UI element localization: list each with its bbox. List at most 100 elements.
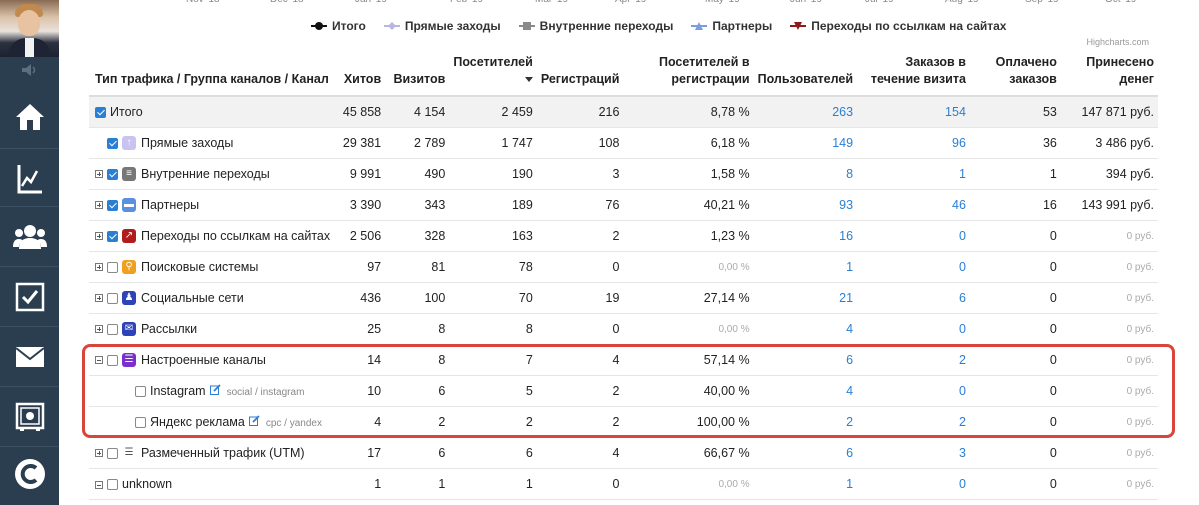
brand-logo-icon — [14, 459, 45, 489]
avatar[interactable] — [0, 0, 59, 57]
cell-revenue: 0 руб. — [1060, 220, 1158, 252]
legend-item[interactable]: Партнеры — [691, 19, 772, 33]
mail-icon: ✉ — [122, 322, 136, 337]
col-header-channel[interactable]: Тип трафика / Группа каналов / Канал — [89, 52, 335, 97]
cell-users[interactable]: 2 — [753, 406, 858, 438]
cell-paid-orders: 16 — [969, 189, 1061, 221]
nav-tasks[interactable] — [0, 266, 59, 328]
nav-users[interactable] — [0, 206, 59, 268]
row-label[interactable]: Прямые заходы — [141, 135, 234, 150]
cell-users[interactable]: 93 — [753, 189, 858, 221]
col-header-orders[interactable]: Заказов в течение визита — [857, 52, 970, 97]
expand-plus-icon[interactable] — [95, 325, 103, 334]
col-header-registrations[interactable]: Регистраций — [536, 52, 624, 97]
row-label[interactable]: Внутренние переходы — [141, 166, 270, 181]
expand-plus-icon[interactable] — [95, 263, 103, 272]
cell-orders[interactable]: 0 — [857, 251, 970, 283]
row-label[interactable]: Размеченный трафик (UTM) — [141, 445, 305, 460]
cell-revenue: 0 руб. — [1060, 406, 1158, 438]
expand-plus-icon[interactable] — [95, 201, 103, 210]
cell-visits: 81 — [385, 251, 450, 283]
row-label[interactable]: Рассылки — [141, 321, 198, 336]
row-checkbox[interactable] — [107, 323, 118, 335]
row-label[interactable]: Настроенные каналы — [141, 352, 266, 367]
cell-users[interactable]: 16 — [753, 220, 858, 252]
cell-orders[interactable]: 2 — [857, 406, 970, 438]
row-label[interactable]: Переходы по ссылкам на сайтах — [141, 228, 331, 243]
cell-orders[interactable]: 3 — [857, 437, 970, 469]
row-checkbox[interactable] — [107, 230, 118, 242]
row-checkbox[interactable] — [107, 292, 118, 304]
cell-orders[interactable]: 2 — [857, 344, 970, 376]
row-checkbox[interactable] — [107, 137, 118, 149]
row-checkbox[interactable] — [107, 354, 118, 366]
legend-item[interactable]: Переходы по ссылкам на сайтах — [790, 19, 1006, 33]
row-label[interactable]: Instagram — [150, 383, 206, 398]
cell-orders[interactable]: 0 — [857, 313, 970, 345]
legend-item[interactable]: Прямые заходы — [383, 19, 501, 33]
row-checkbox[interactable] — [135, 416, 146, 428]
cell-orders[interactable]: 96 — [857, 127, 970, 159]
collapse-minus-icon[interactable] — [95, 480, 103, 489]
row-checkbox[interactable] — [107, 199, 118, 211]
cell-users[interactable]: 8 — [753, 158, 858, 190]
col-header-visitors[interactable]: Посетителей — [449, 52, 537, 97]
cell-users[interactable]: 21 — [753, 282, 858, 314]
cell-registrations: 2 — [536, 220, 624, 252]
nav-safe[interactable] — [0, 386, 59, 448]
nav-home[interactable] — [0, 86, 59, 148]
cell-hits: 29 381 — [334, 127, 386, 159]
axis-tick-label: Oct '19 — [1105, 0, 1136, 5]
cell-users[interactable]: 4 — [753, 313, 858, 345]
chart-credit[interactable]: Highcharts.com — [1086, 37, 1149, 47]
nav-mail[interactable] — [0, 326, 59, 388]
row-label[interactable]: Партнеры — [141, 197, 200, 212]
cell-users[interactable]: 6 — [753, 437, 858, 469]
cell-users[interactable]: 4 — [753, 375, 858, 407]
expand-plus-icon[interactable] — [95, 170, 103, 179]
row-checkbox[interactable] — [107, 261, 118, 273]
volume-icon[interactable] — [20, 63, 40, 77]
row-label[interactable]: Поисковые системы — [141, 259, 259, 274]
legend-item[interactable]: Внутренние переходы — [518, 19, 673, 33]
row-checkbox[interactable] — [135, 385, 146, 397]
cell-users[interactable]: 6 — [753, 344, 858, 376]
edit-icon[interactable] — [248, 415, 260, 429]
expand-plus-icon[interactable] — [95, 294, 103, 303]
row-checkbox[interactable] — [107, 479, 118, 491]
cell-orders[interactable]: 0 — [857, 220, 970, 252]
col-header-visits[interactable]: Визитов — [385, 52, 450, 97]
row-checkbox[interactable] — [95, 107, 106, 119]
legend-item[interactable]: Итого — [311, 19, 366, 33]
cell-users[interactable]: 1 — [753, 251, 858, 283]
safe-icon — [15, 402, 44, 431]
cell-users[interactable]: 1 — [753, 468, 858, 500]
cell-orders[interactable]: 1 — [857, 158, 970, 190]
legend-marker-icon — [691, 22, 708, 30]
col-header-users[interactable]: Пользователей — [753, 52, 858, 97]
col-header-hits[interactable]: Хитов — [334, 52, 386, 97]
nav-brand[interactable] — [0, 443, 59, 505]
row-checkbox[interactable] — [107, 447, 118, 459]
cell-visitors: 163 — [449, 220, 537, 252]
col-header-revenue[interactable]: Принесено денег — [1060, 52, 1158, 97]
cell-orders[interactable]: 154 — [857, 96, 970, 128]
row-label[interactable]: unknown — [122, 477, 173, 491]
col-header-visitors-in-registration[interactable]: Посетителей в регистрации — [623, 52, 754, 97]
cell-orders[interactable]: 46 — [857, 189, 970, 221]
cell-channel: Яндекс реклама cpc / yandex — [89, 406, 335, 438]
expand-plus-icon[interactable] — [95, 232, 103, 241]
cell-orders[interactable]: 6 — [857, 282, 970, 314]
edit-icon[interactable] — [209, 384, 221, 398]
row-label[interactable]: Яндекс реклама — [150, 414, 245, 429]
expand-plus-icon[interactable] — [95, 449, 103, 458]
collapse-minus-icon[interactable] — [95, 356, 103, 365]
row-checkbox[interactable] — [107, 168, 118, 180]
cell-users[interactable]: 263 — [753, 96, 858, 128]
col-header-paid-orders[interactable]: Оплачено заказов — [969, 52, 1061, 97]
nav-reports[interactable] — [0, 148, 59, 210]
cell-orders[interactable]: 0 — [857, 468, 970, 500]
cell-users[interactable]: 149 — [753, 127, 858, 159]
row-label[interactable]: Социальные сети — [141, 290, 244, 305]
cell-orders[interactable]: 0 — [857, 375, 970, 407]
